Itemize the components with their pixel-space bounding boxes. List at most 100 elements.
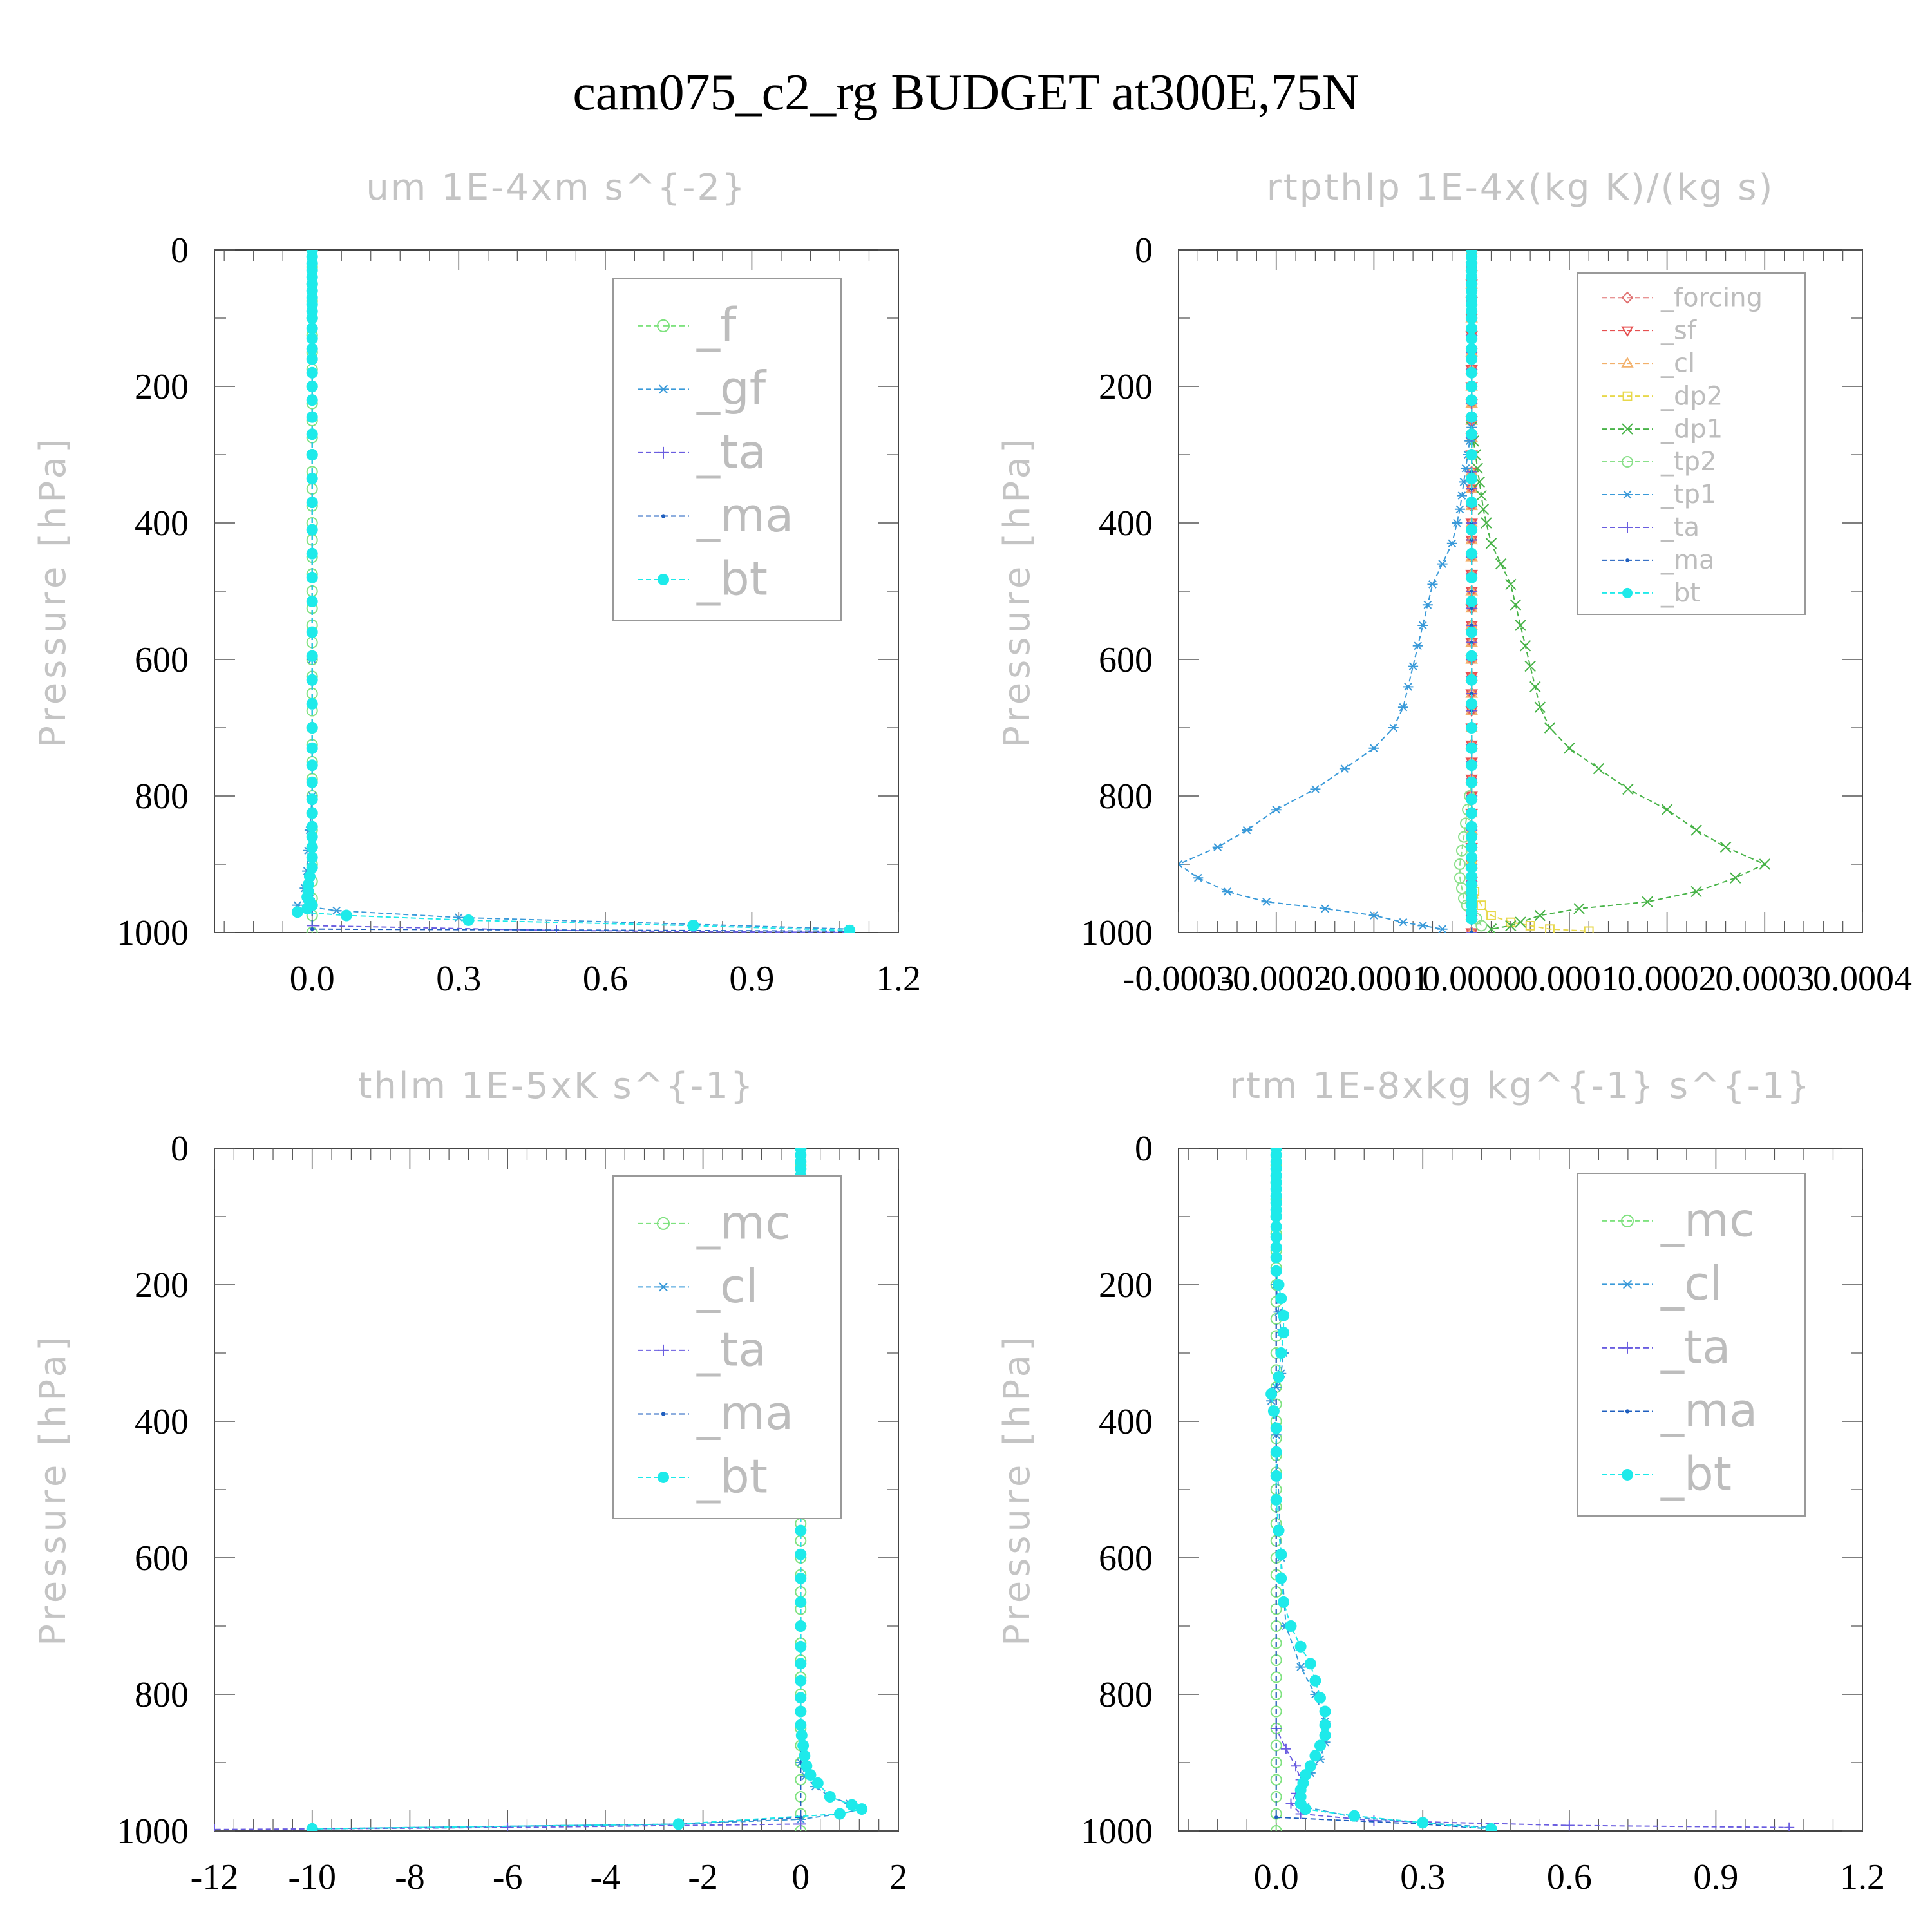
series-bt-point bbox=[1466, 547, 1478, 560]
series-tp1-point-shape bbox=[1388, 723, 1399, 732]
series-dp1-point-shape bbox=[1477, 504, 1490, 515]
x-tick-label: -0.0003 bbox=[1123, 959, 1235, 999]
series-bt-point bbox=[306, 851, 318, 864]
series-bt-point-shape bbox=[1270, 1446, 1282, 1458]
series-bt-point-shape bbox=[306, 650, 318, 662]
series-bt-point-shape bbox=[1466, 595, 1478, 607]
series-tp2-point bbox=[1454, 858, 1466, 870]
series-bt-point-shape bbox=[1285, 1620, 1297, 1632]
series-bt-point bbox=[1466, 807, 1478, 819]
series-bt-point-shape bbox=[1273, 1371, 1285, 1383]
series-tp1-point-shape bbox=[1437, 925, 1448, 933]
series-bt-point-shape bbox=[687, 920, 699, 932]
series-cl-point bbox=[1295, 1663, 1306, 1671]
y-tick-label: 1000 bbox=[117, 913, 189, 953]
legend-item: _ma bbox=[1602, 545, 1714, 575]
series-bt-point bbox=[804, 1769, 817, 1781]
series-bt-point-shape bbox=[1309, 1674, 1321, 1687]
series-bt-point bbox=[1265, 1388, 1278, 1400]
series-bt-point bbox=[672, 1818, 685, 1830]
series-bt-point-shape bbox=[306, 851, 318, 864]
series-bt-point-shape bbox=[795, 1705, 807, 1718]
series-bt-point bbox=[1466, 650, 1478, 662]
series-bt-point bbox=[795, 1596, 807, 1608]
series-ma-point bbox=[1470, 538, 1473, 542]
series-bt-point-shape bbox=[306, 626, 318, 638]
series-bt-point-shape bbox=[1466, 332, 1478, 345]
series-bt-point-shape bbox=[306, 381, 318, 392]
series-bt-point bbox=[1466, 411, 1478, 423]
series-ta-point bbox=[1564, 1820, 1575, 1831]
panel-rtm: rtm 1E-8xkg kg^{-1} s^{-1} Pressure [hPa]… bbox=[996, 1065, 1885, 1897]
series-bt-point bbox=[306, 343, 318, 355]
series-dp1-point bbox=[1515, 620, 1526, 631]
series-bt-point bbox=[1417, 1817, 1429, 1829]
legend-marker bbox=[657, 1217, 670, 1230]
panel-title: thlm 1E-5xK s^{-1} bbox=[357, 1065, 755, 1107]
series-dp2-point-shape bbox=[1486, 911, 1496, 920]
legend-marker bbox=[1621, 291, 1634, 304]
y-axis-label: Pressure [hPa] bbox=[32, 1333, 74, 1646]
x-tick-label: 1.2 bbox=[1840, 1857, 1885, 1897]
series-bt-point-shape bbox=[833, 1808, 846, 1820]
x-tick-label: 0.3 bbox=[1400, 1857, 1445, 1897]
series-ta-point-shape bbox=[1564, 1820, 1575, 1831]
series-tp1-point-shape bbox=[1368, 744, 1379, 753]
series-bt-point-shape bbox=[1275, 1572, 1287, 1584]
legend-label: _cl bbox=[696, 1259, 759, 1313]
series-bt-point bbox=[306, 411, 318, 423]
y-tick-label: 0 bbox=[1135, 1129, 1153, 1169]
series-dp1-point-shape bbox=[1510, 599, 1522, 611]
series-mc-point-shape bbox=[1270, 1705, 1282, 1718]
series-bt-point-shape bbox=[795, 1596, 807, 1608]
y-tick-label: 200 bbox=[135, 367, 189, 407]
legend-label: _ta bbox=[1660, 1320, 1730, 1374]
y-tick-label: 400 bbox=[135, 504, 189, 544]
legend-marker bbox=[1622, 522, 1633, 533]
series-ta-point-shape bbox=[1280, 1743, 1291, 1754]
y-axis-label: Pressure [hPa] bbox=[32, 435, 74, 748]
series-ma-point bbox=[1470, 623, 1473, 627]
legend-item: _tp2 bbox=[1602, 447, 1717, 477]
legend-label: _cl bbox=[1660, 1256, 1723, 1311]
series-tp1-point-shape bbox=[1397, 703, 1408, 712]
series-tp1-point-shape bbox=[1179, 860, 1184, 869]
x-tick-label: 2 bbox=[889, 1857, 907, 1897]
series-bt-point-shape bbox=[1466, 353, 1478, 365]
series-tp1-point-shape bbox=[1437, 560, 1448, 568]
series-dp1-point-shape bbox=[1475, 489, 1488, 502]
series-dp1-point-shape bbox=[1642, 896, 1653, 908]
series-bt-point bbox=[1278, 1596, 1290, 1608]
series-ta-point bbox=[1285, 1798, 1296, 1809]
series-bt-point-shape bbox=[462, 914, 475, 926]
legend-label: _sf bbox=[1660, 316, 1697, 345]
series-tp1-point bbox=[1412, 641, 1423, 650]
series-dp1-point-shape bbox=[1719, 841, 1732, 853]
legend-marker-shape bbox=[661, 1412, 666, 1416]
series-bt-point-shape bbox=[1309, 1750, 1321, 1762]
series-bt-point-shape bbox=[306, 1823, 318, 1831]
series-tp1-point bbox=[1212, 843, 1223, 851]
series-tp1-point-shape bbox=[1397, 918, 1408, 927]
series-bt-point-shape bbox=[800, 1760, 813, 1772]
series-bt-point bbox=[1275, 1347, 1287, 1359]
series-ta-point-shape bbox=[214, 1824, 220, 1831]
y-tick-label: 600 bbox=[1099, 1539, 1153, 1578]
series-bt-point-shape bbox=[1466, 411, 1478, 423]
x-tick-label: 0.0003 bbox=[1715, 959, 1814, 999]
legend-item: _cl bbox=[638, 1259, 759, 1313]
series-bt-point bbox=[306, 820, 318, 833]
series-bt-point bbox=[301, 902, 314, 914]
series-bt-point-shape bbox=[301, 902, 314, 914]
legend: _forcing _sf _cl_dp2_dp1_tp2 _tp1 _ta _ma_bt bbox=[1577, 272, 1806, 615]
y-tick-label: 1000 bbox=[117, 1812, 189, 1852]
series-ma-point bbox=[1470, 931, 1473, 933]
series-bt-point-shape bbox=[1319, 1719, 1331, 1731]
series-tp1-point-shape bbox=[1222, 887, 1233, 896]
series-bt-point bbox=[1270, 1241, 1282, 1253]
series-dp1-point-shape bbox=[1544, 722, 1556, 734]
series-ta-point-shape bbox=[1285, 1798, 1296, 1809]
series-bt-point bbox=[1466, 322, 1478, 334]
series-bt-point bbox=[1466, 913, 1478, 925]
series-bt-point-shape bbox=[795, 1524, 807, 1537]
